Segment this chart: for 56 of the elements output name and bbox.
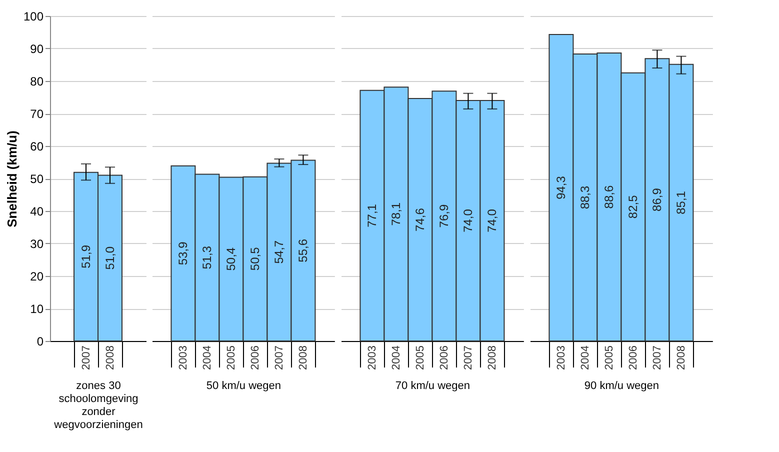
- data-label: 85,1: [674, 190, 688, 214]
- x-axis-title: 70 km/u wegen: [395, 380, 470, 392]
- x-tick-label: 2007: [80, 346, 92, 370]
- y-tick-label: 80: [30, 74, 44, 88]
- data-label: 86,9: [650, 188, 664, 212]
- data-label: 50,5: [248, 246, 262, 271]
- y-tick-label: 60: [30, 140, 44, 154]
- x-tick-label: 2008: [676, 346, 688, 370]
- y-tick-label: 100: [23, 10, 44, 24]
- x-tick-label: 2006: [438, 346, 451, 370]
- data-label: 51,9: [79, 244, 93, 268]
- x-tick-label: 2005: [226, 346, 238, 370]
- data-label: 51,0: [103, 246, 117, 270]
- x-tick-label: 2004: [580, 346, 592, 370]
- x-tick-label: 2008: [298, 346, 310, 370]
- x-tick-label: 2003: [366, 346, 379, 370]
- x-tick-label: 2003: [556, 346, 568, 370]
- y-tick-label: 20: [30, 270, 44, 284]
- y-tick-label: 0: [36, 334, 44, 348]
- x-tick-label: 2006: [250, 346, 262, 370]
- y-tick-label: 70: [30, 107, 44, 121]
- x-tick-label: 2004: [202, 346, 214, 370]
- x-tick-label: 2003: [178, 346, 190, 370]
- data-label: 74,0: [461, 208, 476, 232]
- x-tick-label: 2007: [274, 346, 286, 370]
- data-label: 51,3: [200, 246, 214, 270]
- data-label: 50,4: [224, 247, 238, 271]
- data-label: 74,0: [485, 208, 500, 232]
- data-label: 54,7: [272, 240, 286, 264]
- x-tick-label: 2007: [652, 346, 664, 370]
- y-axis-title: Snelheid (km/u): [4, 130, 20, 228]
- data-label: 55,6: [296, 238, 310, 262]
- data-label: 94,3: [554, 176, 568, 200]
- data-label: 88,3: [578, 186, 592, 210]
- data-label: 82,5: [626, 194, 640, 219]
- y-tick-label: 40: [30, 204, 44, 218]
- x-tick-label: 2006: [628, 346, 640, 370]
- data-label: 77,1: [365, 204, 380, 228]
- x-tick-label: 2005: [414, 346, 427, 370]
- y-tick-label: 50: [30, 172, 44, 186]
- x-tick-label: 2008: [486, 346, 499, 370]
- data-label: 88,6: [602, 185, 616, 209]
- data-label: 76,9: [437, 204, 452, 228]
- x-axis-title: 90 km/u wegen: [584, 380, 660, 392]
- y-tick-label: 90: [30, 42, 44, 56]
- data-label: 78,1: [389, 202, 404, 226]
- x-axis-title: zones 30 schoolomgeving zonder wegvoorzieningen: [53, 380, 143, 431]
- x-tick-label: 2004: [390, 346, 403, 370]
- data-label: 53,9: [176, 241, 190, 266]
- y-tick-label: 10: [30, 302, 44, 316]
- x-tick-label: 2005: [604, 346, 616, 370]
- y-tick-label: 30: [30, 237, 44, 251]
- x-axis-title: 50 km/u wegen: [206, 380, 282, 392]
- data-label: 74,6: [413, 208, 428, 232]
- x-tick-label: 2007: [462, 346, 475, 370]
- x-tick-label: 2008: [104, 346, 116, 370]
